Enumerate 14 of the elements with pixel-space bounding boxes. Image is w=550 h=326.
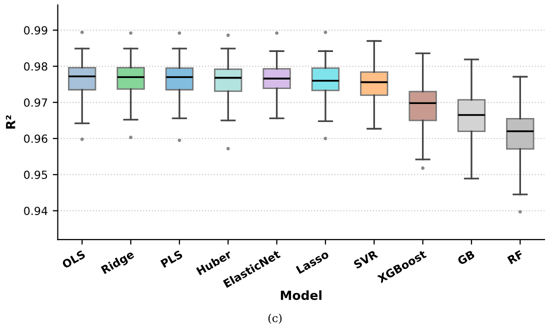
y-tick-label: 0.99 xyxy=(24,26,48,35)
y-tick-label: 0.96 xyxy=(24,134,48,143)
y-tick-label: 0.94 xyxy=(24,206,48,216)
x-tick-label: GB xyxy=(456,250,476,266)
x-axis-title: Model xyxy=(280,290,322,300)
y-tick-label: 0.95 xyxy=(24,170,48,179)
x-tick-label: RF xyxy=(507,250,524,264)
x-tick-label: SVR xyxy=(353,250,378,269)
y-tick-label: 0.97 xyxy=(24,98,48,107)
y-axis-title: R² xyxy=(6,115,16,129)
x-tick-label: OLS xyxy=(61,250,86,269)
text: (c) xyxy=(268,314,282,324)
y-tick-label: 0.98 xyxy=(24,62,48,71)
x-tick-label: PLS xyxy=(160,250,184,268)
